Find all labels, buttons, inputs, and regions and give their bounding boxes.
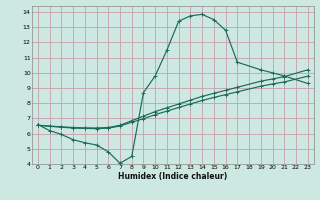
- X-axis label: Humidex (Indice chaleur): Humidex (Indice chaleur): [118, 172, 228, 181]
